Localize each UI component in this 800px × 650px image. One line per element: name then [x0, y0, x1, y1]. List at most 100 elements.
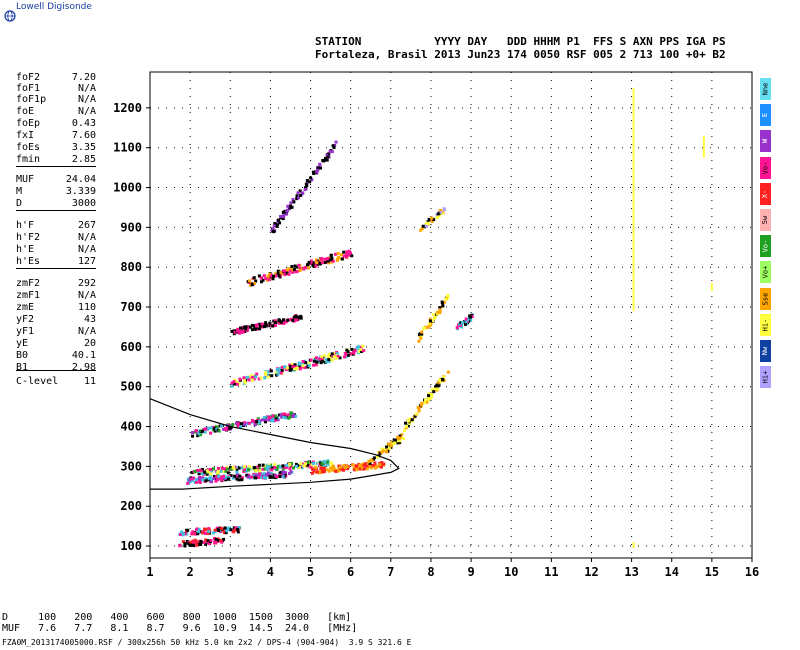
echo-point [281, 217, 285, 221]
echo-point [338, 465, 342, 469]
echo-point [378, 451, 382, 455]
echo-point [217, 474, 221, 478]
echo-point [263, 324, 267, 328]
echo-point [281, 318, 285, 322]
echo-point [252, 377, 256, 381]
echo-point [205, 472, 209, 476]
echo-point [207, 477, 211, 481]
echo-point [226, 471, 230, 475]
echo-point [211, 425, 215, 429]
echo-point [286, 413, 290, 417]
echo-point [320, 359, 324, 363]
echo-point [229, 465, 233, 469]
echo-point [305, 178, 309, 182]
echo-point [250, 419, 254, 423]
echo-point [257, 475, 261, 479]
echo-point [204, 538, 208, 542]
echo-point [221, 466, 225, 470]
echo-point [365, 465, 369, 469]
echo-point [209, 538, 213, 542]
x-tick-label: 9 [467, 565, 474, 579]
echo-point [319, 257, 323, 261]
echo-point [339, 253, 343, 257]
echo-point [314, 466, 318, 470]
echo-point [331, 354, 335, 358]
echo-point [276, 370, 280, 374]
echo-point [248, 465, 252, 469]
echo-point [308, 180, 312, 184]
echo-point [195, 540, 199, 544]
echo-point [225, 529, 229, 533]
param-label: yF2 [16, 314, 35, 325]
echo-point [347, 249, 351, 253]
echo-point [212, 474, 216, 478]
echo-point [271, 230, 275, 234]
echo-point [433, 315, 437, 319]
echo-point [303, 186, 307, 190]
echo-point [440, 377, 444, 381]
param-value: 0.43 [71, 118, 96, 129]
echo-point [398, 439, 402, 443]
echo-point [231, 465, 235, 469]
echo-point [211, 467, 215, 471]
echo-point [371, 463, 375, 467]
echo-point [396, 441, 400, 445]
echo-point [275, 474, 279, 478]
echo-point [290, 265, 294, 269]
echo-point [268, 474, 272, 478]
echo-point [214, 537, 218, 541]
echo-point [203, 470, 207, 474]
echo-point [246, 475, 250, 479]
echo-point [437, 214, 441, 218]
echo-point [274, 418, 278, 422]
param-label: B0 [16, 350, 29, 361]
param-value: 127 [77, 256, 96, 267]
echo-point [262, 274, 266, 278]
echo-point [251, 324, 255, 328]
interference-trace [632, 87, 635, 312]
echo-point [216, 471, 220, 475]
echo-point [276, 372, 280, 376]
echo-point [309, 358, 313, 362]
echo-point [275, 223, 279, 227]
echo-point [192, 540, 196, 544]
echo-point [280, 321, 284, 325]
legend-item-8: Sse [760, 287, 771, 310]
echo-point [360, 349, 364, 353]
echo-point [292, 413, 296, 417]
echo-point [289, 368, 293, 372]
echo-point [183, 542, 187, 546]
echo-point [178, 544, 182, 548]
echo-point [327, 359, 331, 363]
echo-point [378, 463, 382, 467]
echo-point [196, 434, 200, 438]
echo-point [232, 530, 236, 534]
echo-point [303, 462, 307, 466]
echo-point [239, 422, 243, 426]
echo-point [427, 322, 431, 326]
param-value: 3.339 [65, 186, 96, 197]
echo-point [301, 360, 305, 364]
echo-point [271, 419, 275, 423]
echo-point [398, 436, 402, 440]
legend-label: X- [761, 189, 770, 199]
interference-trace [710, 283, 713, 292]
echo-point [410, 418, 414, 422]
echo-point [198, 480, 202, 484]
echo-point [230, 329, 234, 333]
echo-point [387, 444, 391, 448]
echo-point [305, 184, 309, 188]
echo-point [281, 415, 285, 419]
echo-point [279, 369, 283, 373]
echo-point [327, 469, 331, 473]
echo-point [290, 362, 294, 366]
echo-point [329, 258, 333, 262]
echo-point [245, 474, 249, 478]
echo-point [218, 526, 222, 530]
echo-point [242, 467, 246, 471]
echo-point [224, 475, 228, 479]
echo-point [233, 528, 237, 532]
echo-point [238, 377, 242, 381]
x-tick-label: 3 [227, 565, 234, 579]
echo-point [231, 476, 235, 480]
